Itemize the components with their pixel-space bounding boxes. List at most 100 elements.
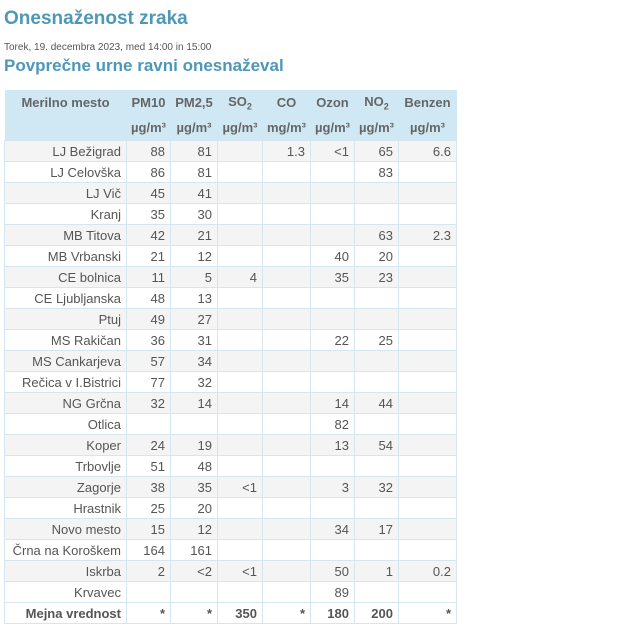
table-row: Ptuj 49 27 <box>4 308 457 330</box>
value-cell <box>217 518 263 540</box>
table-row: CE bolnica 11 5 4 35 23 <box>4 266 457 288</box>
table-row: Trbovlje 51 48 <box>4 455 457 477</box>
value-cell <box>217 329 263 351</box>
value-cell <box>354 581 399 603</box>
value-cell <box>217 539 263 561</box>
column-header-no: NO2 <box>354 90 399 115</box>
pollution-table: Merilno mesto PM10 PM2,5 SO2 CO Ozon NO2 Benze… <box>4 90 457 624</box>
date-range: Torek, 19. decembra 2023, med 14:00 in 1… <box>4 42 212 53</box>
value-cell: 12 <box>170 518 218 540</box>
value-cell <box>310 287 355 309</box>
value-cell: 15 <box>126 518 171 540</box>
value-cell <box>310 308 355 330</box>
value-cell: 49 <box>126 308 171 330</box>
value-cell <box>262 224 311 246</box>
value-cell: 25 <box>126 497 171 519</box>
value-cell: 88 <box>126 140 171 162</box>
value-cell: 32 <box>170 371 218 393</box>
station-name: MB Titova <box>4 224 127 246</box>
value-cell <box>398 413 457 435</box>
value-cell: 82 <box>310 413 355 435</box>
station-name: CE bolnica <box>4 266 127 288</box>
value-cell: 2 <box>126 560 171 582</box>
header-row: Merilno mesto PM10 PM2,5 SO2 CO Ozon NO2 Benze… <box>4 90 457 115</box>
value-cell <box>217 203 263 225</box>
value-cell <box>398 539 457 561</box>
station-name: Kranj <box>4 203 127 225</box>
station-name: Rečica v I.Bistrici <box>4 371 127 393</box>
value-cell: 200 <box>354 602 399 624</box>
table-row: Otlica 82 <box>4 413 457 435</box>
value-cell <box>310 371 355 393</box>
value-cell: 2.3 <box>398 224 457 246</box>
value-cell: 83 <box>354 161 399 183</box>
value-cell: 14 <box>170 392 218 414</box>
value-cell <box>262 266 311 288</box>
value-cell <box>398 581 457 603</box>
value-cell: 1 <box>354 560 399 582</box>
value-cell <box>217 140 263 162</box>
value-cell <box>217 350 263 372</box>
value-cell <box>217 581 263 603</box>
column-unit: mg/m³ <box>262 115 311 141</box>
station-name: LJ Celovška <box>4 161 127 183</box>
station-name: Krvavec <box>4 581 127 603</box>
value-cell <box>310 350 355 372</box>
value-cell: 36 <box>126 329 171 351</box>
value-cell: 6.6 <box>398 140 457 162</box>
value-cell <box>217 434 263 456</box>
value-cell <box>126 581 171 603</box>
table-row: CE Ljubljanska 48 13 <box>4 287 457 309</box>
station-name: Črna na Koroškem <box>4 539 127 561</box>
value-cell: 0.2 <box>398 560 457 582</box>
station-name: Ptuj <box>4 308 127 330</box>
station-name: Iskrba <box>4 560 127 582</box>
value-cell <box>262 434 311 456</box>
value-cell <box>262 497 311 519</box>
column-header-pm10: PM10 <box>126 90 171 115</box>
table-row: MS Rakičan 36 31 22 25 <box>4 329 457 351</box>
value-cell: 20 <box>354 245 399 267</box>
value-cell <box>262 581 311 603</box>
table-row: Krvavec 89 <box>4 581 457 603</box>
value-cell <box>398 434 457 456</box>
value-cell <box>217 497 263 519</box>
table-row: Zagorje 38 35 <1 3 32 <box>4 476 457 498</box>
value-cell: 48 <box>126 287 171 309</box>
station-name: Hrastnik <box>4 497 127 519</box>
value-cell <box>354 287 399 309</box>
value-cell <box>217 308 263 330</box>
value-cell <box>217 455 263 477</box>
value-cell: 180 <box>310 602 355 624</box>
value-cell: 3 <box>310 476 355 498</box>
value-cell <box>398 476 457 498</box>
value-cell: * <box>126 602 171 624</box>
value-cell <box>398 266 457 288</box>
value-cell: 63 <box>354 224 399 246</box>
value-cell <box>217 413 263 435</box>
value-cell: 35 <box>126 203 171 225</box>
value-cell: 22 <box>310 329 355 351</box>
table-row: MB Vrbanski 21 12 40 20 <box>4 245 457 267</box>
column-header-co: CO <box>262 90 311 115</box>
column-header-station: Merilno mesto <box>4 90 127 115</box>
value-cell <box>262 392 311 414</box>
value-cell <box>262 203 311 225</box>
value-cell <box>354 455 399 477</box>
value-cell: 350 <box>217 602 263 624</box>
value-cell <box>310 224 355 246</box>
station-name: Mejna vrednost <box>4 602 127 624</box>
value-cell: 4 <box>217 266 263 288</box>
value-cell <box>170 413 218 435</box>
value-cell: 11 <box>126 266 171 288</box>
column-name: NO <box>364 93 384 109</box>
value-cell <box>354 182 399 204</box>
value-cell <box>262 329 311 351</box>
value-cell: 32 <box>126 392 171 414</box>
value-cell <box>262 476 311 498</box>
table-row: Iskrba 2 <2 <1 50 1 0.2 <box>4 560 457 582</box>
station-name: Otlica <box>4 413 127 435</box>
station-name: MS Rakičan <box>4 329 127 351</box>
value-cell <box>262 371 311 393</box>
value-cell: 35 <box>310 266 355 288</box>
